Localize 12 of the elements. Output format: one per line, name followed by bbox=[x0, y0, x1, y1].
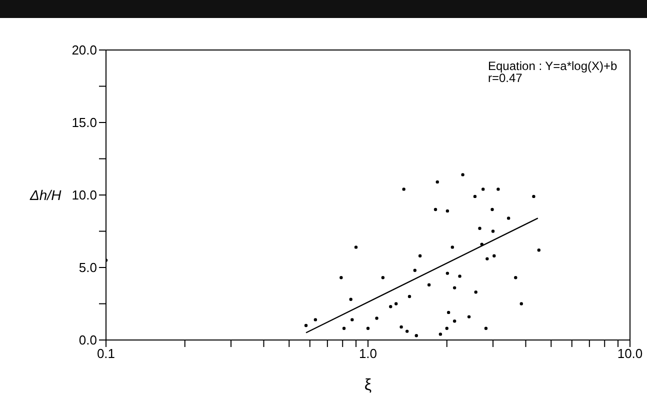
x-tick-label: 0.1 bbox=[96, 346, 116, 362]
y-tick-label: 15.0 bbox=[72, 115, 97, 130]
y-tick-label: 20.0 bbox=[72, 42, 97, 58]
x-tick-label: 10.0 bbox=[617, 346, 643, 362]
x-tick-label: 1.0 bbox=[358, 346, 378, 362]
annotation: Equation : Y=a*log(X)+b bbox=[488, 59, 618, 73]
y-axis-title: Δh/H bbox=[29, 186, 62, 203]
y-tick-label: 5.0 bbox=[78, 260, 97, 276]
y-tick-label: 10.0 bbox=[72, 188, 97, 203]
x-axis-title: ξ bbox=[364, 377, 372, 394]
annotation: r=0.47 bbox=[488, 71, 522, 85]
y-tick-label: 0.0 bbox=[78, 332, 97, 348]
